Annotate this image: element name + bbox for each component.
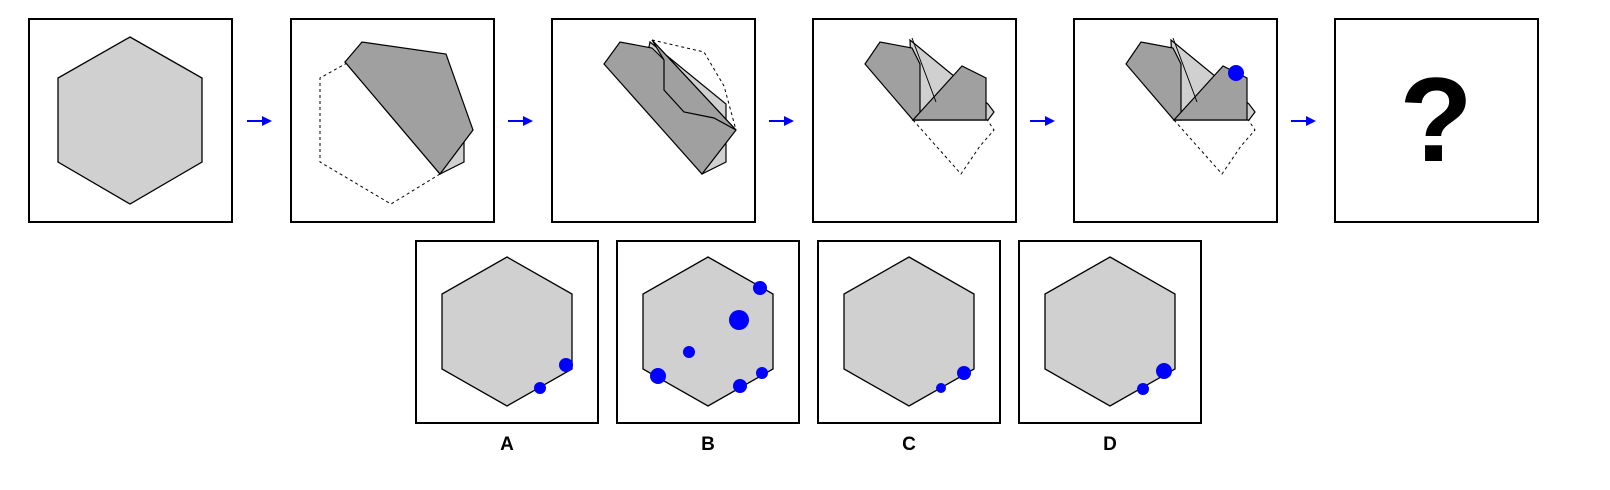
option-d[interactable]: D — [1018, 240, 1202, 455]
hole — [753, 281, 767, 295]
panel-frame — [1334, 18, 1539, 223]
step-arrow-4 — [1030, 116, 1055, 126]
hole — [559, 358, 573, 372]
folded-flap — [344, 41, 474, 175]
hole — [957, 366, 971, 380]
punched-hole — [1228, 65, 1244, 81]
top-folded-flap — [911, 65, 987, 121]
hole — [650, 368, 666, 384]
unfolded-hexagon — [843, 256, 975, 407]
question-mark: ? — [1399, 53, 1472, 187]
unfolded-hexagon — [441, 256, 573, 407]
option-a[interactable]: A — [415, 240, 599, 455]
hole — [683, 346, 695, 358]
hole — [936, 383, 946, 393]
unfolded-outline — [1173, 111, 1256, 175]
unfolded-hexagon — [1044, 256, 1176, 407]
step-arrow-1 — [247, 116, 272, 126]
unfolded-outline — [912, 111, 995, 175]
hole-set — [1137, 363, 1172, 395]
hexagon-paper — [57, 36, 203, 205]
hole — [534, 382, 546, 394]
question-panel: ? — [1334, 18, 1539, 223]
option-label: A — [500, 434, 514, 455]
step-4-panel — [812, 18, 1017, 223]
step-5-panel — [1073, 18, 1278, 223]
step-arrow-2 — [508, 116, 533, 126]
step-2-panel — [290, 18, 495, 223]
option-label: B — [701, 434, 715, 455]
top-folded-flap — [1172, 65, 1248, 121]
option-label: D — [1103, 434, 1117, 455]
unfolded-hexagon — [642, 256, 774, 407]
hole-set — [650, 281, 768, 393]
step-3-panel — [551, 18, 756, 223]
hole — [1156, 363, 1172, 379]
hole-set — [534, 358, 573, 394]
option-b[interactable]: B — [616, 240, 800, 455]
hole — [733, 379, 747, 393]
hole — [729, 310, 749, 330]
hole-set — [936, 366, 971, 393]
option-label: C — [902, 434, 916, 455]
step-arrow-5 — [1291, 116, 1316, 126]
unfolded-outline — [319, 57, 441, 205]
option-c[interactable]: C — [817, 240, 1001, 455]
hole — [756, 367, 768, 379]
hole — [1137, 383, 1149, 395]
unfolded-outline — [651, 39, 737, 131]
step-arrow-3 — [769, 116, 794, 126]
step-1-panel — [28, 18, 233, 223]
